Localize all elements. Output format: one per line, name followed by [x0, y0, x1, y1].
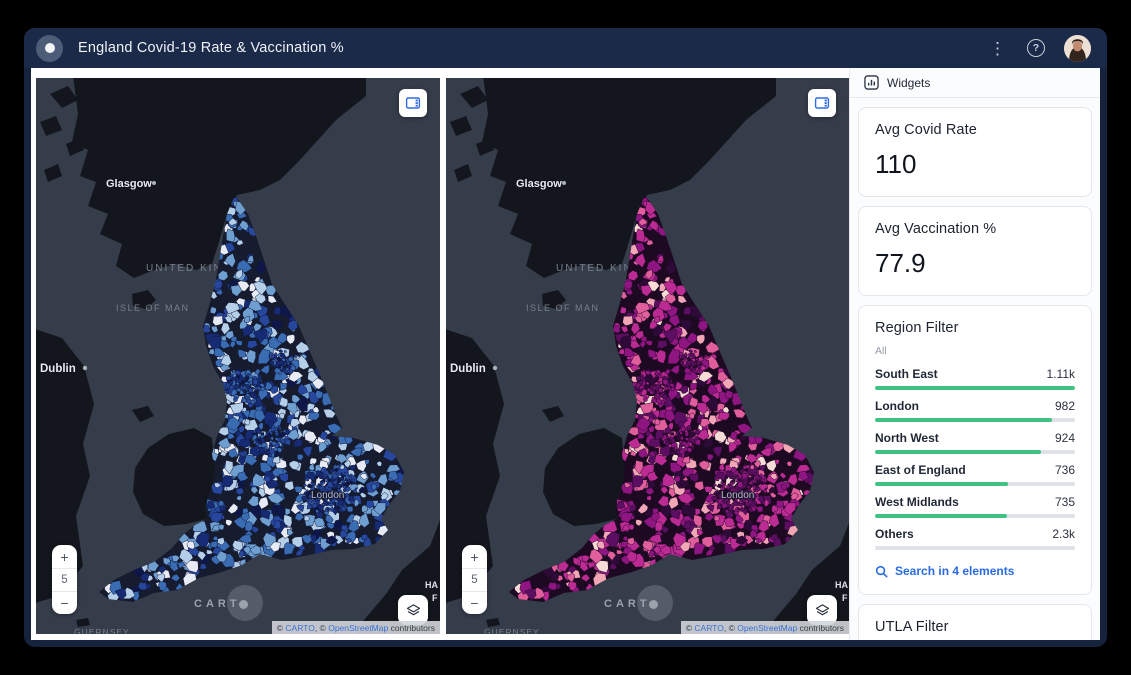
map-vaccination[interactable]: UNITED KINGDOM ISLE OF MAN Glasgow Dublin Lo…	[446, 78, 849, 634]
app-window: England Covid-19 Rate & Vaccination % ⋮ …	[24, 28, 1107, 647]
widget-value: 77.9	[875, 248, 926, 278]
more-options-icon[interactable]: ⋮	[989, 38, 1006, 58]
map-canvas-vaccination: UNITED KINGDOM ISLE OF MAN Glasgow Dublin Lo…	[446, 78, 849, 634]
map-label-dublin: Dublin	[40, 363, 76, 375]
map-label-guernsey: GUERNSEY	[484, 627, 540, 634]
widget-utla-filter: UTLA Filter	[858, 604, 1092, 640]
map-label-united-kingdom: UNITED KINGDOM	[556, 263, 672, 274]
page-title: England Covid-19 Rate & Vaccination %	[78, 40, 344, 56]
map-label-dublin: Dublin	[450, 363, 486, 375]
search-icon	[875, 565, 888, 577]
map-canvas-covid: UNITED KINGDOM ISLE OF MAN Glasgow Dublin Lo…	[36, 78, 440, 634]
osm-attribution-link[interactable]: OpenStreetMap	[328, 622, 389, 633]
avatar[interactable]	[1064, 34, 1091, 62]
map-covid-rate[interactable]: UNITED KINGDOM ISLE OF MAN Glasgow Dublin Lo…	[36, 78, 440, 634]
carto-attribution-link[interactable]: CARTO	[285, 622, 315, 633]
widget-title: Avg Covid Rate	[875, 122, 977, 138]
category-row[interactable]: East of England 736	[875, 463, 1075, 486]
layers-icon	[815, 603, 829, 615]
map-label-edge-b: F	[432, 593, 438, 603]
map-label-isle-of-man: ISLE OF MAN	[116, 303, 190, 313]
map-label-isle-of-man: ISLE OF MAN	[526, 303, 600, 313]
split-view-button[interactable]	[808, 89, 836, 117]
carto-logo: CART	[194, 585, 263, 621]
zoom-level: 5	[462, 568, 487, 591]
carto-attribution-link[interactable]: CARTO	[694, 622, 724, 633]
widgets-icon	[864, 75, 879, 90]
logo-dot	[44, 43, 55, 53]
widgets-panel: Widgets Avg Covid Rate 110 Avg Vaccinati…	[849, 68, 1100, 640]
widget-avg-covid-rate: Avg Covid Rate 110	[858, 107, 1092, 197]
map-label-edge-b: F	[842, 593, 848, 603]
avatar-image	[1064, 34, 1091, 62]
filter-mode-label[interactable]: All	[875, 345, 887, 357]
widget-title: Region Filter	[875, 320, 959, 336]
maps-area: UNITED KINGDOM ISLE OF MAN Glasgow Dublin Lo…	[31, 68, 849, 640]
category-bar	[875, 546, 1075, 550]
split-view-button[interactable]	[399, 89, 427, 117]
category-row[interactable]: South East 1.11k	[875, 367, 1075, 390]
split-view-icon	[405, 97, 421, 109]
widgets-header-label: Widgets	[887, 75, 931, 90]
basemap-layers-button[interactable]	[398, 595, 428, 625]
category-row-others[interactable]: Others 2.3k	[875, 527, 1075, 550]
map-label-united-kingdom: UNITED KINGDOM	[146, 263, 262, 274]
map-label-guernsey: GUERNSEY	[74, 627, 130, 634]
carto-logo-dot	[238, 599, 248, 609]
map-label-london: London	[721, 490, 754, 501]
carto-logo: CART	[604, 585, 673, 621]
category-bar	[875, 482, 1075, 486]
widget-title: Avg Vaccination %	[875, 221, 997, 237]
carto-logo-dot	[648, 599, 658, 609]
zoom-out-button[interactable]: −	[462, 591, 487, 614]
zoom-control: + 5 −	[462, 545, 487, 614]
widget-region-filter: Region Filter All South East 1.11k London…	[858, 305, 1092, 595]
app-logo-icon[interactable]	[36, 34, 63, 62]
category-bar	[875, 386, 1075, 390]
app-header: England Covid-19 Rate & Vaccination % ⋮ …	[24, 28, 1107, 68]
category-bar	[875, 514, 1075, 518]
category-row[interactable]: North West 924	[875, 431, 1075, 454]
search-elements-button[interactable]: Search in 4 elements	[875, 564, 1075, 578]
widget-title: UTLA Filter	[875, 619, 949, 635]
map-label-edge-a: HA	[835, 580, 848, 590]
zoom-in-button[interactable]: +	[60, 548, 69, 565]
map-label-glasgow: Glasgow	[106, 178, 152, 190]
osm-attribution-link[interactable]: OpenStreetMap	[737, 622, 798, 633]
basemap-layers-button[interactable]	[807, 595, 837, 625]
widget-avg-vaccination: Avg Vaccination % 77.9	[858, 206, 1092, 296]
map-label-london: London	[311, 490, 344, 501]
help-icon[interactable]: ?	[1027, 39, 1045, 57]
category-bar	[875, 418, 1075, 422]
widgets-header: Widgets	[850, 68, 1100, 98]
zoom-in-button[interactable]: +	[470, 548, 479, 565]
split-view-icon	[814, 97, 830, 109]
category-bar	[875, 450, 1075, 454]
map-label-edge-a: HA	[425, 580, 438, 590]
zoom-level: 5	[52, 568, 77, 591]
map-label-glasgow: Glasgow	[516, 178, 562, 190]
dashboard-content: UNITED KINGDOM ISLE OF MAN Glasgow Dublin Lo…	[24, 68, 1107, 647]
layers-icon	[406, 603, 420, 615]
map-attribution: © CARTO, © OpenStreetMap contributors	[680, 621, 849, 634]
widget-value: 110	[875, 149, 917, 179]
map-attribution: © CARTO, © OpenStreetMap contributors	[271, 621, 440, 634]
zoom-control: + 5 −	[52, 545, 77, 614]
category-row[interactable]: London 982	[875, 399, 1075, 422]
zoom-out-button[interactable]: −	[52, 591, 77, 614]
category-row[interactable]: West Midlands 735	[875, 495, 1075, 518]
